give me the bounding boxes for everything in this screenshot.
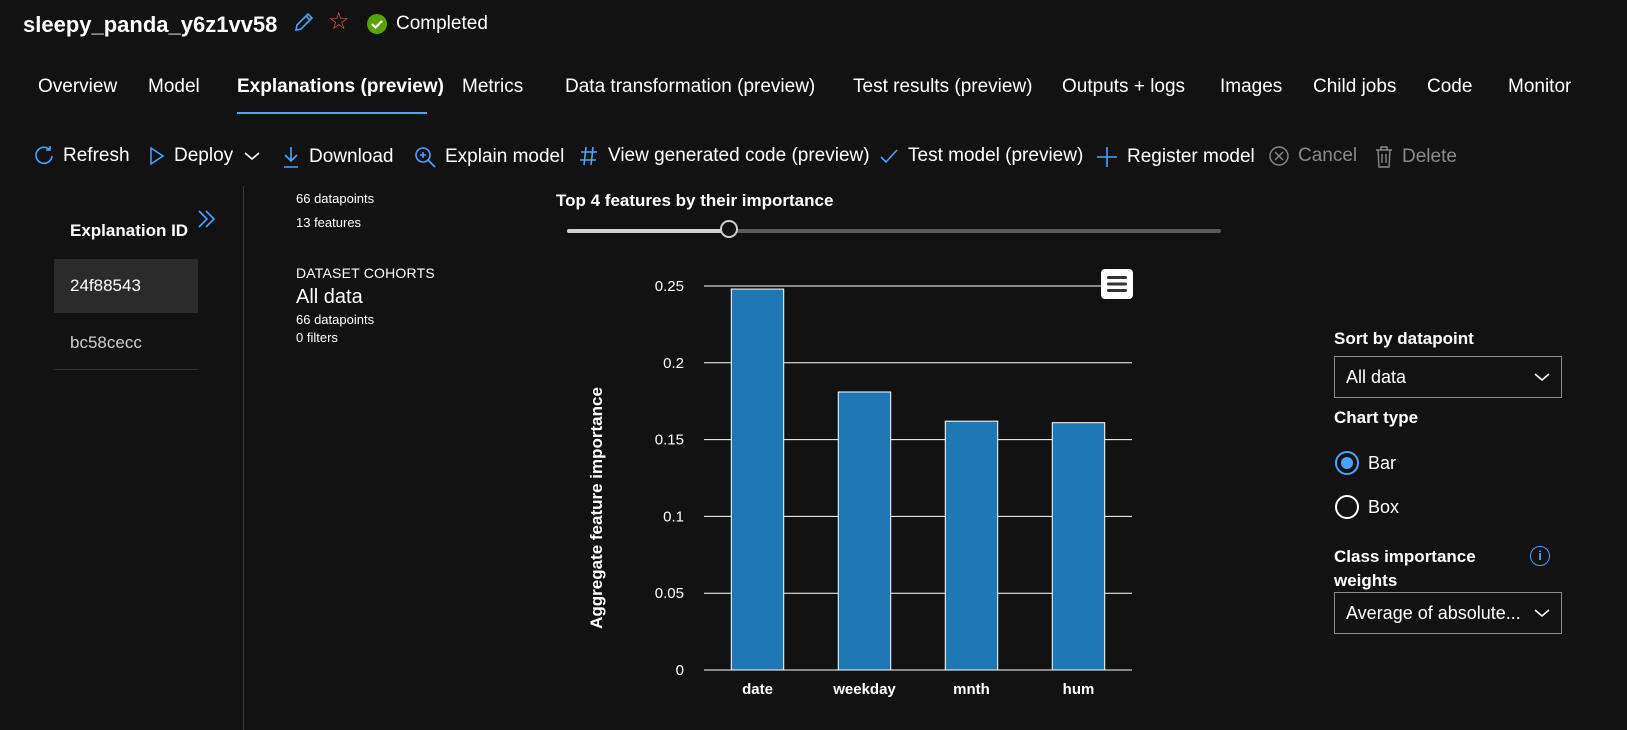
- features-count: 13 features: [296, 215, 362, 230]
- chart-type-bar-radio[interactable]: [1335, 451, 1359, 475]
- bar-weekday[interactable]: [837, 391, 892, 671]
- tab-metrics[interactable]: Metrics: [462, 76, 524, 97]
- y-axis-label: Aggregate feature importance: [587, 387, 606, 629]
- zoom-in-icon: [415, 147, 436, 168]
- bar-date[interactable]: [730, 288, 785, 671]
- view-generated-code-button[interactable]: View generated code (preview): [578, 145, 870, 167]
- active-tab-indicator: [237, 112, 427, 114]
- info-icon[interactable]: i: [1530, 546, 1550, 566]
- download-icon: [284, 147, 298, 168]
- play-icon: [150, 146, 165, 166]
- tab-outputs-logs[interactable]: Outputs + logs: [1062, 76, 1186, 97]
- tab-explanations[interactable]: Explanations (preview): [237, 76, 444, 97]
- tab-test-results[interactable]: Test results (preview): [853, 76, 1033, 97]
- y-tick-label: 0: [676, 662, 684, 679]
- class-weights-label: weights: [1334, 571, 1398, 590]
- delete-button[interactable]: Delete: [1374, 145, 1457, 169]
- y-tick-label: 0.15: [655, 432, 684, 449]
- cancel-circle-icon: [1269, 146, 1289, 166]
- sort-by-dropdown[interactable]: All data: [1334, 356, 1562, 398]
- sort-by-label: Sort by datapoint: [1334, 329, 1474, 348]
- tab-child-jobs[interactable]: Child jobs: [1313, 76, 1397, 97]
- feature-count-slider-fill: [567, 229, 730, 233]
- feature-count-slider-track[interactable]: [567, 229, 1221, 233]
- y-tick-label: 0.2: [663, 355, 684, 372]
- test-model-button[interactable]: Test model (preview): [878, 145, 1083, 167]
- class-importance-label: Class importance: [1334, 547, 1476, 566]
- cohort-name: All data: [296, 286, 363, 308]
- tab-monitor[interactable]: Monitor: [1508, 76, 1572, 97]
- y-tick-label: 0.25: [655, 278, 684, 295]
- double-chevron-right-icon[interactable]: [197, 208, 217, 235]
- x-tick-label: date: [742, 681, 773, 698]
- hashtag-icon: [580, 146, 597, 166]
- sort-by-value: All data: [1346, 366, 1407, 387]
- trash-icon: [1376, 146, 1392, 168]
- register-model-button[interactable]: Register model: [1095, 145, 1255, 169]
- chevron-down-icon: [1534, 373, 1550, 382]
- refresh-button[interactable]: Refresh: [33, 145, 130, 167]
- cancel-label: Cancel: [1298, 145, 1358, 166]
- panel-divider: [243, 186, 244, 730]
- check-circle-icon: [367, 14, 387, 34]
- deploy-button[interactable]: Deploy: [148, 145, 269, 167]
- chart-type-bar-label[interactable]: Bar: [1368, 453, 1397, 473]
- chart-title: Top 4 features by their importance: [556, 191, 834, 210]
- tab-overview[interactable]: Overview: [38, 76, 118, 97]
- bar-hum[interactable]: [1051, 422, 1106, 671]
- cohort-datapoints: 66 datapoints: [296, 312, 375, 327]
- explanation-item-24f88543[interactable]: 24f88543: [54, 259, 198, 313]
- bar-mnth[interactable]: [944, 420, 999, 671]
- datapoints-count: 66 datapoints: [296, 191, 375, 206]
- download-label: Download: [309, 146, 394, 167]
- edit-icon[interactable]: [292, 10, 316, 34]
- tab-model[interactable]: Model: [148, 76, 200, 97]
- tab-code[interactable]: Code: [1427, 76, 1473, 97]
- view-generated-code-label: View generated code (preview): [608, 145, 870, 166]
- refresh-label: Refresh: [63, 145, 130, 166]
- explanation-item-bc58cecc[interactable]: bc58cecc: [54, 316, 198, 370]
- checkmark-icon: [880, 149, 898, 164]
- y-tick-label: 0.1: [663, 508, 684, 525]
- x-tick-label: mnth: [953, 681, 990, 698]
- register-model-label: Register model: [1127, 146, 1255, 167]
- x-tick-label: weekday: [832, 681, 896, 698]
- chevron-down-icon: [1534, 609, 1550, 618]
- feature-count-slider-thumb[interactable]: [720, 220, 738, 238]
- explanation-id-header: Explanation ID: [70, 221, 189, 240]
- delete-label: Delete: [1402, 146, 1457, 167]
- explain-model-button[interactable]: Explain model: [413, 145, 564, 169]
- y-tick-label: 0.05: [655, 585, 684, 602]
- feature-importance-chart: Aggregate feature importance 0 0.05 0.1 0.1…: [587, 278, 1132, 698]
- explain-model-label: Explain model: [445, 146, 565, 167]
- class-weights-dropdown[interactable]: Average of absolute...: [1334, 592, 1562, 634]
- x-tick-label: hum: [1063, 681, 1095, 698]
- chevron-down-icon: [244, 152, 260, 161]
- tab-images[interactable]: Images: [1220, 76, 1283, 97]
- chart-type-box-radio[interactable]: [1335, 495, 1359, 519]
- star-icon[interactable]: ☆: [328, 8, 350, 35]
- test-model-label: Test model (preview): [908, 145, 1084, 166]
- download-button[interactable]: Download: [281, 145, 394, 169]
- chart-type-label: Chart type: [1334, 408, 1419, 427]
- chart-type-box-label[interactable]: Box: [1368, 497, 1400, 517]
- cancel-button[interactable]: Cancel: [1268, 145, 1357, 167]
- status-text: Completed: [396, 13, 488, 34]
- dataset-cohorts-heading: DATASET COHORTS: [296, 265, 435, 281]
- cohort-filters: 0 filters: [296, 330, 338, 345]
- tab-data-transformation[interactable]: Data transformation (preview): [565, 76, 816, 97]
- chart-menu-icon[interactable]: [1101, 269, 1133, 299]
- job-title: sleepy_panda_y6z1vv58: [23, 12, 278, 37]
- deploy-label: Deploy: [174, 145, 234, 166]
- class-weights-value: Average of absolute...: [1346, 602, 1521, 623]
- plus-icon: [1097, 147, 1117, 167]
- refresh-icon: [35, 146, 53, 165]
